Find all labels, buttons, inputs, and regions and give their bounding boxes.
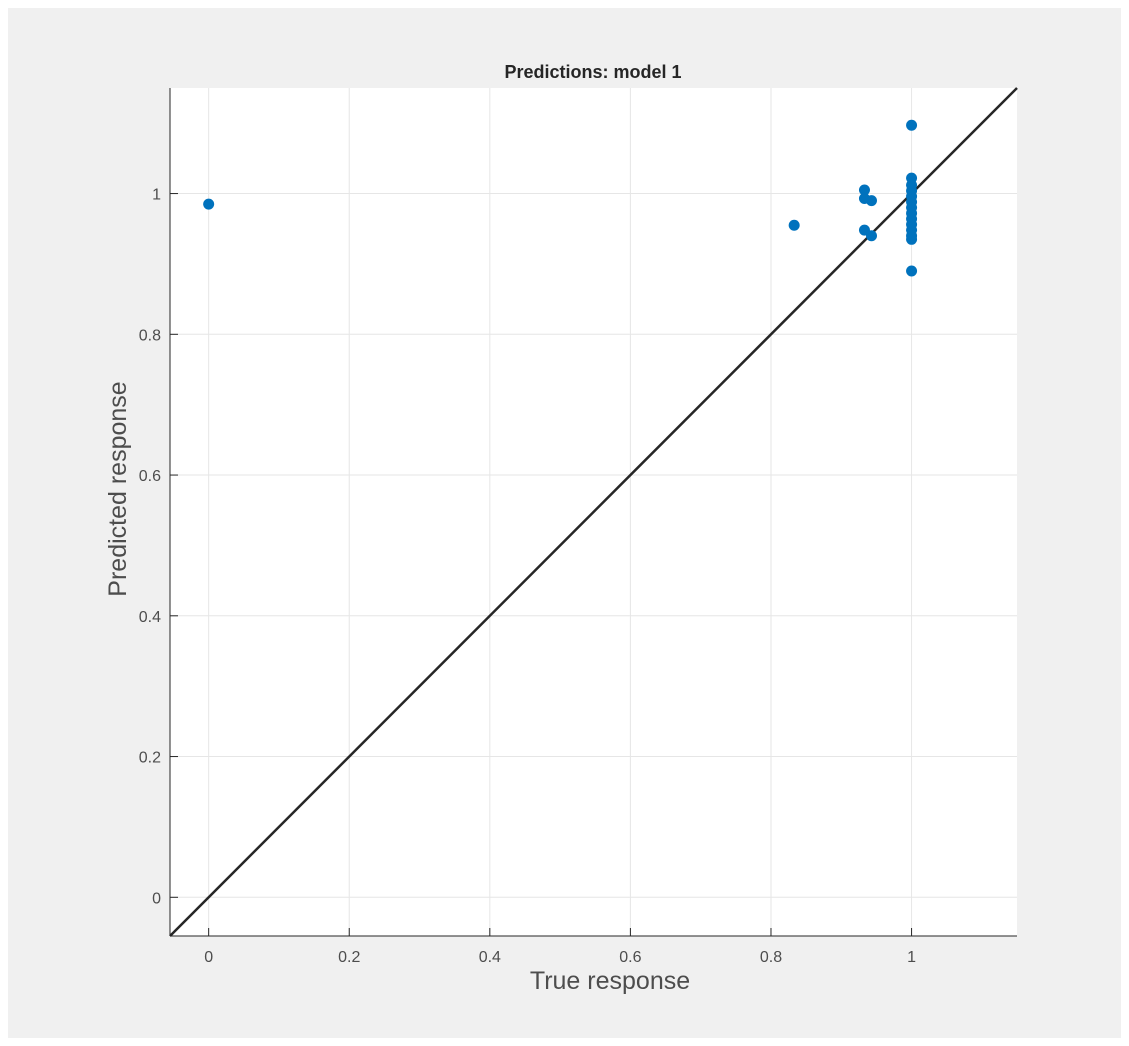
- x-tick-label: 0.6: [619, 949, 641, 966]
- x-tick-label: 0: [204, 949, 213, 966]
- y-tick-label: 0.2: [139, 750, 161, 767]
- scatter-point: [203, 198, 215, 210]
- y-tick-label: 0.4: [139, 609, 161, 626]
- x-tick-label: 1: [907, 949, 916, 966]
- scatter-point: [906, 119, 918, 131]
- scatter-point: [865, 230, 877, 242]
- scatter-point: [858, 184, 870, 196]
- reference-line-layer: [169, 87, 1018, 937]
- x-tick-label: 0.8: [760, 949, 782, 966]
- x-tick-label: 0.2: [338, 949, 360, 966]
- x-axis-title: True response: [530, 967, 690, 995]
- chart-title: Predictions: model 1: [504, 62, 681, 82]
- tick-labels: 0 0.2 0.4 0.6 0.8 1 0 0.2 0.4 0.6 0.8 1: [139, 187, 916, 966]
- scatter-point: [865, 195, 877, 207]
- scatter-point: [906, 233, 918, 245]
- scatter-point: [788, 219, 800, 231]
- x-tick-label: 0.4: [479, 949, 501, 966]
- data-points: [203, 119, 918, 277]
- scatter-point: [906, 265, 918, 277]
- y-tick-label: 0.8: [139, 327, 161, 344]
- y-tick-label: 0: [152, 890, 161, 907]
- axes: [169, 88, 1017, 937]
- y-axis-title: Predicted response: [104, 381, 132, 596]
- y-tick-label: 0.6: [139, 468, 161, 485]
- reference-line: [169, 87, 1018, 937]
- y-tick-label: 1: [152, 187, 161, 204]
